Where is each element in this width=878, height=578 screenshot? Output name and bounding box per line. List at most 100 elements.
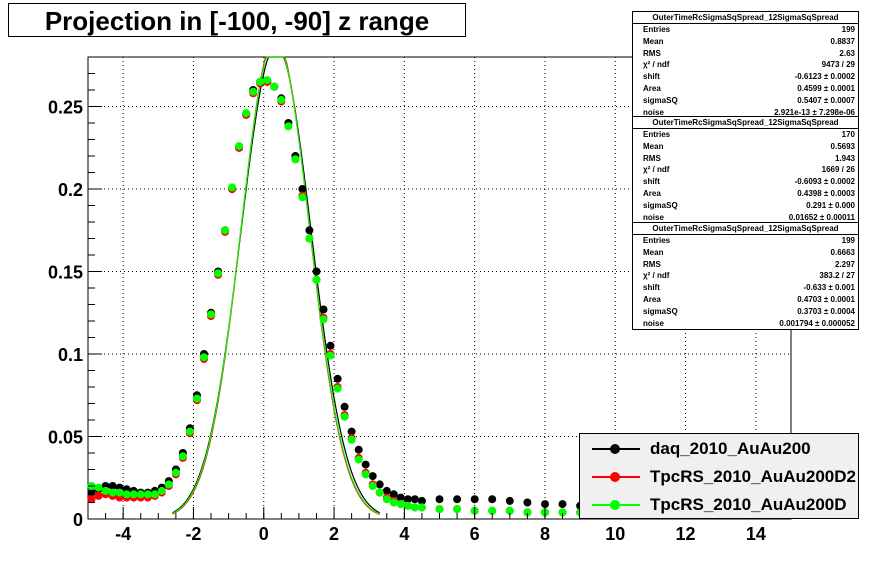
data-point — [256, 77, 265, 86]
data-point — [228, 183, 237, 192]
stats-row: RMS 2.63 — [643, 48, 855, 58]
x-tick-label: 8 — [540, 524, 550, 544]
data-point — [101, 486, 110, 495]
data-point — [435, 505, 444, 514]
data-point — [488, 506, 497, 515]
data-point — [150, 490, 159, 499]
stats-row: noise 0.01652 ± 0.00011 — [643, 212, 855, 222]
data-point — [94, 483, 103, 492]
data-point — [435, 495, 444, 504]
legend-entry: TpcRS_2010_AuAu200D2 — [580, 463, 858, 491]
data-point — [242, 109, 251, 118]
data-point — [333, 374, 342, 383]
chart-title: Projection in [-100, -90] z range — [8, 3, 466, 37]
stats-box-tpcrs-d: OuterTimeRcSigmaSqSpread_12SigmaSqSpread… — [632, 222, 859, 331]
legend-dot-marker — [610, 444, 620, 454]
data-point — [403, 501, 412, 510]
data-point — [417, 496, 426, 505]
legend: daq_2010_AuAu200 TpcRS_2010_AuAu200D2 Tp… — [579, 433, 859, 519]
data-point — [214, 269, 223, 278]
stats-row: RMS 2.297 — [643, 259, 855, 269]
stats-row: sigmaSQ 0.5407 ± 0.0007 — [643, 95, 855, 105]
y-tick-label: 0.25 — [48, 98, 83, 118]
data-point — [361, 460, 370, 469]
x-tick-label: -2 — [185, 524, 201, 544]
x-tick-label: 12 — [676, 524, 696, 544]
stats-row: χ² / ndf 9473 / 29 — [643, 60, 855, 70]
data-point — [284, 122, 293, 131]
data-point — [298, 185, 307, 193]
stats-row: sigmaSQ 0.3703 ± 0.0004 — [643, 306, 855, 316]
data-point — [417, 503, 426, 512]
data-point — [347, 427, 356, 436]
stats-row: RMS 1.943 — [643, 153, 855, 163]
data-point — [171, 468, 180, 477]
stats-row: noise 2.921e-13 ± 7.298e-06 — [643, 107, 855, 117]
data-point — [541, 500, 549, 509]
data-point — [305, 226, 314, 235]
data-point — [340, 402, 349, 411]
stats-title: OuterTimeRcSigmaSqSpread_12SigmaSqSpread — [633, 117, 858, 129]
stats-row: Entries 170 — [643, 130, 855, 139]
x-tick-label: 2 — [329, 524, 339, 544]
data-point — [410, 495, 419, 504]
data-point — [277, 95, 286, 104]
data-point — [115, 488, 124, 497]
data-point — [375, 480, 384, 489]
data-point — [207, 310, 215, 319]
data-point — [558, 508, 567, 517]
stats-row: shift -0.6123 ± 0.0002 — [643, 72, 855, 82]
y-tick-label: 0.1 — [58, 345, 83, 365]
data-point — [368, 482, 377, 490]
data-point — [305, 234, 314, 243]
stats-row: Area 0.4398 ± 0.0003 — [643, 188, 855, 198]
data-point — [200, 353, 208, 362]
data-point — [326, 341, 335, 350]
data-point — [263, 76, 272, 85]
data-point — [157, 486, 166, 495]
data-point — [87, 495, 96, 504]
data-point — [193, 394, 201, 403]
stats-row: shift -0.6093 ± 0.0002 — [643, 177, 855, 187]
data-point — [312, 275, 321, 284]
data-point — [333, 384, 342, 393]
axes: -4 -2 0 2 4 6 8 10 12 14 0 0.05 0.1 0.15 0.2 0.25 — [48, 73, 792, 544]
fit-curve — [172, 56, 380, 515]
stats-row: Area 0.4703 ± 0.0001 — [643, 294, 855, 304]
data-point — [403, 495, 412, 504]
data-point — [488, 495, 497, 504]
stats-row: χ² / ndf 1669 / 26 — [643, 165, 855, 175]
x-tick-label: -4 — [115, 524, 131, 544]
data-point — [354, 455, 363, 464]
stats-row: noise 0.001794 ± 0.000052 — [643, 318, 855, 328]
data-point — [298, 193, 307, 202]
y-tick-label: 0 — [73, 510, 83, 530]
data-point — [470, 495, 479, 504]
y-tick-label: 0.2 — [58, 180, 83, 200]
data-point — [270, 82, 279, 91]
fit-curve — [172, 56, 380, 516]
x-tick-label: 10 — [605, 524, 625, 544]
y-tick-label: 0.05 — [48, 428, 83, 448]
stats-row: Area 0.4599 ± 0.0001 — [643, 83, 855, 93]
data-point — [396, 500, 405, 509]
data-point — [389, 490, 398, 499]
stats-title: OuterTimeRcSigmaSqSpread_12SigmaSqSpread — [633, 223, 858, 235]
legend-label: TpcRS_2010_AuAu200D2 — [650, 467, 856, 486]
data-point — [375, 488, 384, 497]
data-point — [164, 480, 173, 489]
data-point — [523, 508, 532, 517]
data-point — [129, 490, 138, 499]
stats-row: Mean 0.6663 — [643, 247, 855, 257]
stats-box-tpcrs-d2: OuterTimeRcSigmaSqSpread_12SigmaSqSpread… — [632, 116, 859, 225]
fit-curves — [172, 56, 381, 516]
data-point — [178, 452, 187, 461]
data-point — [347, 435, 356, 444]
data-point — [396, 493, 405, 502]
x-tick-label: 0 — [259, 524, 269, 544]
data-point — [505, 496, 514, 505]
stats-title: OuterTimeRcSigmaSqSpread_12SigmaSqSpread — [633, 12, 858, 24]
data-point — [523, 498, 532, 507]
legend-dot-marker — [610, 500, 620, 510]
stats-row: Mean 0.8837 — [643, 36, 855, 46]
